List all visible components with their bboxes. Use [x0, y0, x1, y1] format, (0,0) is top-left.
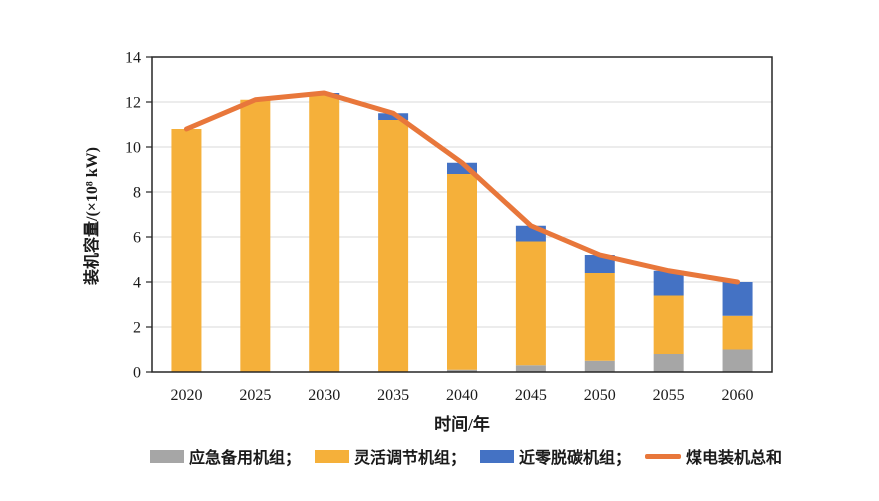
bar-segment-2020 — [171, 129, 202, 372]
yellow-swatch-icon — [315, 449, 350, 463]
blue-swatch-icon — [480, 449, 515, 463]
legend: 应急备用机组； 灵活调节机组； 近零脱碳机组； 煤电装机总和 — [150, 443, 782, 469]
y-tick-label: 2 — [133, 320, 141, 337]
x-tick-label: 2025 — [239, 387, 271, 404]
legend-label: 灵活调节机组； — [354, 450, 467, 467]
y-tick-label: 10 — [125, 140, 141, 157]
legend-label: 煤电装机总和 — [686, 450, 783, 467]
stacked-bar-line-chart: 0 2 4 6 8 10 12 14 2020 2025 2030 2035 2040 2045 2050 2… — [125, 50, 773, 404]
bar-segment-2060 — [722, 349, 753, 372]
legend-item-near-zero-carbon: 近零脱碳机组； — [480, 444, 631, 468]
legend-label: 应急备用机组； — [189, 450, 302, 467]
orange-line-swatch-icon — [645, 453, 682, 459]
x-tick-label: 2040 — [446, 387, 478, 404]
bar-segment-2045 — [515, 365, 546, 372]
y-tick-label: 0 — [133, 365, 141, 382]
bar-segment-2060 — [722, 315, 753, 350]
bar-segment-2050 — [584, 255, 615, 273]
gray-swatch-icon — [150, 449, 184, 463]
legend-item-flexible-adjust: 灵活调节机组； — [315, 444, 466, 468]
x-tick-label: 2030 — [308, 387, 340, 404]
x-tick-label: 2050 — [584, 387, 616, 404]
bar-segment-2040 — [447, 174, 477, 370]
bar-segment-2045 — [515, 241, 546, 366]
bar-segment-2040 — [447, 162, 477, 174]
y-axis-title: 装机容量/(×10⁸ kW) — [84, 147, 101, 285]
y-tick-label: 4 — [133, 275, 141, 292]
bar-segment-2050 — [584, 360, 615, 372]
bar-segment-2055 — [653, 295, 684, 354]
bar-segment-2055 — [653, 354, 684, 372]
plot-border — [151, 56, 773, 373]
legend-label: 近零脱碳机组； — [519, 450, 632, 467]
bar-segment-2060 — [722, 282, 753, 316]
y-tick-label: 8 — [133, 185, 141, 202]
x-tick-label: 2020 — [170, 387, 202, 404]
x-axis-title: 时间/年 — [434, 415, 490, 434]
bar-segment-2050 — [584, 273, 615, 361]
total-line — [183, 90, 741, 285]
bar-segment-2035 — [378, 120, 409, 372]
x-tick-label: 2035 — [377, 387, 409, 404]
y-tick-label: 14 — [125, 50, 141, 67]
x-tick-label: 2060 — [722, 387, 754, 404]
bar-segment-2025 — [240, 99, 271, 372]
bar-segment-2035 — [378, 113, 409, 120]
x-tick-label: 2045 — [515, 387, 547, 404]
legend-item-coal-total: 煤电装机总和 — [645, 444, 782, 468]
y-tick-label: 6 — [133, 230, 141, 247]
x-tick-label: 2055 — [653, 387, 685, 404]
legend-item-emergency-backup: 应急备用机组； — [150, 444, 301, 468]
bar-segment-2040 — [447, 369, 477, 372]
bar-segment-2030 — [309, 95, 340, 372]
y-tick-label: 12 — [125, 95, 141, 112]
